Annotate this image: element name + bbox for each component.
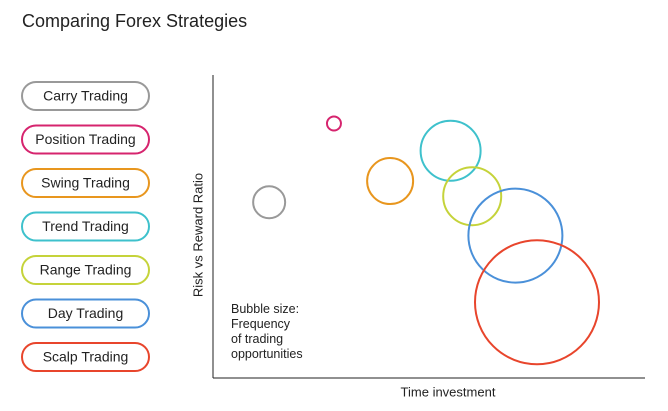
bubble — [366, 157, 415, 206]
legend-item[interactable] — [21, 81, 150, 111]
legend-label: Position Trading — [35, 131, 135, 147]
legend-item[interactable] — [21, 211, 150, 242]
legend-item[interactable] — [21, 255, 150, 285]
bubble — [467, 187, 564, 284]
bubble — [474, 239, 600, 366]
legend-label: Range Trading — [40, 262, 132, 278]
chart-title: Comparing Forex Strategies — [22, 11, 247, 31]
x-axis-label: Time investment — [401, 384, 496, 399]
bubble — [419, 119, 482, 182]
annotation: Bubble size: Frequency of trading opport… — [231, 302, 303, 361]
legend-item[interactable] — [21, 298, 150, 329]
bubble — [252, 185, 287, 220]
y-axis-label: Risk vs Reward Ratio — [190, 173, 205, 297]
legend-label: Carry Trading — [43, 88, 128, 104]
legend-label: Trend Trading — [42, 218, 129, 234]
legend-label: Day Trading — [48, 305, 123, 321]
bubble — [442, 166, 503, 227]
legend-item[interactable] — [21, 168, 150, 198]
bubble — [325, 115, 342, 132]
legend-item[interactable] — [21, 342, 150, 372]
legend-item[interactable] — [21, 124, 150, 155]
legend-label: Scalp Trading — [43, 349, 129, 365]
legend-label: Swing Trading — [41, 175, 130, 191]
